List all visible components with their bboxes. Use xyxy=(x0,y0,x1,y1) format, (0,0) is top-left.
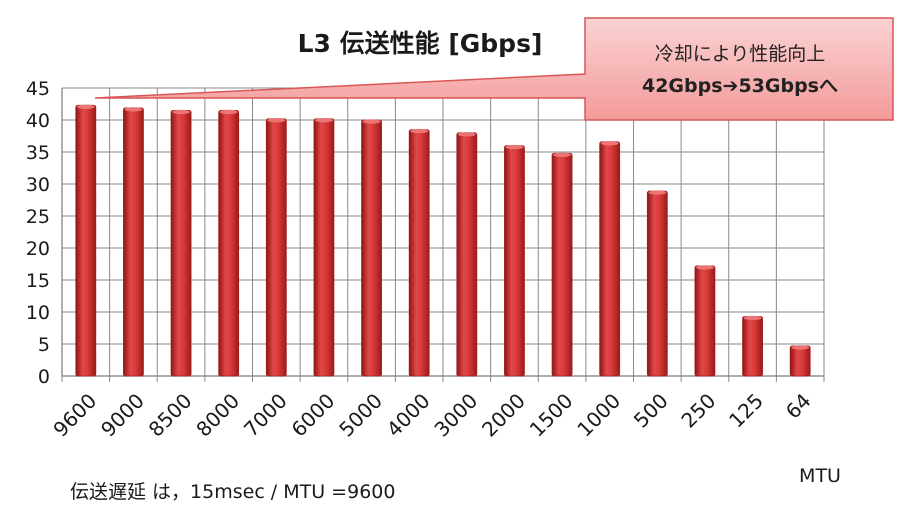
x-tick-label: 5000 xyxy=(334,389,387,442)
x-tick-label: 250 xyxy=(676,389,720,433)
x-tick-label: 7000 xyxy=(239,389,292,442)
x-tick-label: 500 xyxy=(629,389,673,433)
y-tick-label: 0 xyxy=(38,366,50,388)
x-tick-label: 125 xyxy=(724,389,768,433)
x-tick-label: 9000 xyxy=(96,389,149,442)
bar-2000 xyxy=(504,145,525,377)
y-tick-label: 30 xyxy=(26,174,50,196)
callout: 冷却により性能向上 42Gbps➔53Gbpsへ xyxy=(94,17,894,121)
bar-top-highlight xyxy=(219,109,238,115)
x-tick-label: 8000 xyxy=(191,389,244,442)
bar-5000 xyxy=(361,119,382,377)
x-axis-label: MTU xyxy=(799,465,841,487)
bar-125 xyxy=(742,316,763,377)
bar-9600 xyxy=(75,104,97,377)
bar-top-highlight xyxy=(648,190,667,195)
bar-500 xyxy=(646,190,668,377)
x-tick-label: 2000 xyxy=(477,389,530,442)
bar-top-highlight xyxy=(172,109,191,115)
bar-top-highlight xyxy=(600,141,619,146)
y-tick-label: 5 xyxy=(38,334,50,356)
callout-text-line1: 冷却により性能向上 xyxy=(655,43,826,65)
x-tick-label: 8500 xyxy=(144,389,197,442)
bar-1500 xyxy=(551,152,573,377)
bar-top-highlight xyxy=(362,119,381,124)
bar-9000 xyxy=(123,107,144,377)
x-tick-label: 1500 xyxy=(525,389,578,442)
bar-top-highlight xyxy=(553,152,572,157)
bar-6000 xyxy=(313,118,335,377)
x-tick-label: 4000 xyxy=(382,389,435,442)
bar-8000 xyxy=(218,110,240,377)
bar-top-highlight xyxy=(791,345,810,350)
y-tick-label: 15 xyxy=(26,270,50,292)
bar-top-highlight xyxy=(314,118,333,123)
x-tick-label: 1000 xyxy=(572,389,625,442)
bar-64 xyxy=(789,345,811,377)
x-tick-label: 9600 xyxy=(48,389,101,442)
bar-top-highlight xyxy=(410,128,429,134)
y-axis-ticks: 0 5 10 15 20 25 30 35 40 45 xyxy=(26,78,50,388)
x-tick-label: 3000 xyxy=(429,389,482,442)
bar-top-highlight xyxy=(76,104,95,109)
y-tick-label: 25 xyxy=(26,206,50,228)
bar-4000 xyxy=(408,129,430,377)
latency-footnote: 伝送遅延 は，15msec / MTU =9600 xyxy=(70,481,395,503)
bar-series xyxy=(75,104,811,377)
bar-top-highlight xyxy=(505,144,524,150)
bar-top-highlight xyxy=(124,107,143,112)
bar-top-highlight xyxy=(267,118,286,123)
bar-250 xyxy=(694,265,716,377)
y-tick-label: 10 xyxy=(26,302,50,324)
bar-1000 xyxy=(599,141,621,377)
x-tick-label: 6000 xyxy=(287,389,340,442)
y-tick-label: 40 xyxy=(26,110,50,132)
bar-8500 xyxy=(170,110,192,377)
bar-7000 xyxy=(265,118,287,377)
bar-top-highlight xyxy=(457,132,476,137)
x-axis-ticks: 9600900085008000700060005000400030002000… xyxy=(48,389,815,442)
y-tick-label: 20 xyxy=(26,238,50,260)
bar-top-highlight xyxy=(743,315,762,321)
y-tick-label: 45 xyxy=(26,78,50,100)
y-tick-label: 35 xyxy=(26,142,50,164)
chart-title: L3 伝送性能 [Gbps] xyxy=(298,29,543,58)
x-tick-label: 64 xyxy=(781,389,816,424)
callout-box xyxy=(94,17,894,121)
bar-top-highlight xyxy=(695,265,714,270)
bar-3000 xyxy=(456,132,478,377)
callout-text-line2: 42Gbps➔53Gbpsへ xyxy=(642,75,838,97)
